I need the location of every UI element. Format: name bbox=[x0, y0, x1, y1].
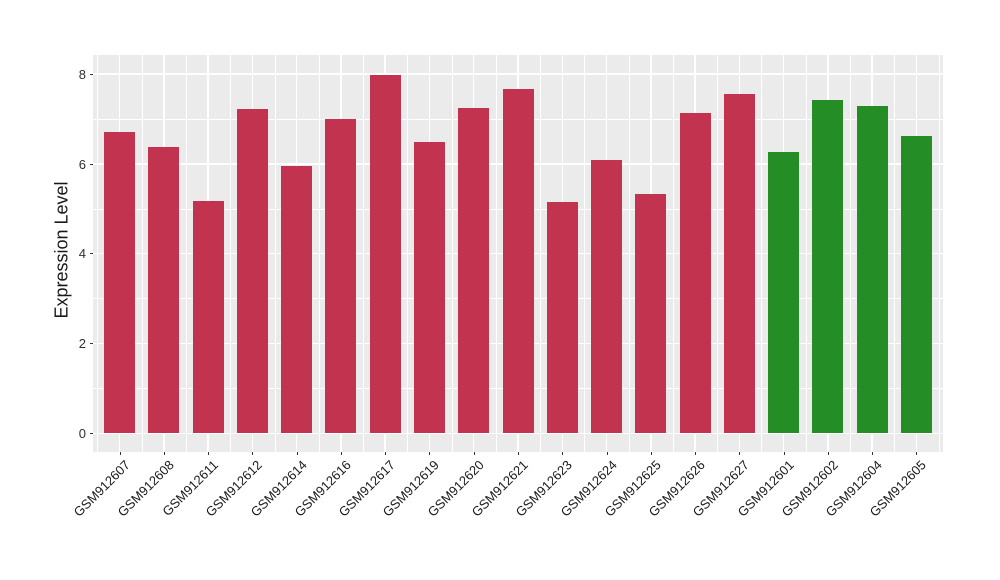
y-tick-label: 8 bbox=[78, 66, 86, 82]
x-axis-tick bbox=[429, 452, 431, 455]
bar-GSM912601 bbox=[768, 152, 800, 433]
y-axis-tick bbox=[90, 433, 93, 434]
x-axis-tick bbox=[606, 452, 608, 455]
plot-panel bbox=[93, 55, 943, 452]
x-axis-tick bbox=[518, 452, 519, 455]
x-axis-tick bbox=[916, 452, 918, 455]
y-axis-tick bbox=[90, 163, 93, 165]
y-tick-label: 2 bbox=[78, 336, 86, 352]
y-tick-label: 6 bbox=[78, 156, 86, 172]
y-axis-tick bbox=[90, 343, 93, 345]
bar-GSM912612 bbox=[236, 109, 268, 433]
y-tick-label: 0 bbox=[78, 426, 86, 441]
x-axis-tick bbox=[739, 452, 741, 455]
bar-GSM912614 bbox=[281, 165, 313, 433]
bar-GSM912602 bbox=[812, 99, 844, 433]
x-axis-tick bbox=[827, 452, 829, 455]
bar-GSM912624 bbox=[591, 159, 623, 433]
y-tick-label: 4 bbox=[78, 246, 86, 262]
x-axis-tick bbox=[340, 452, 342, 455]
bar-GSM912611 bbox=[192, 201, 224, 433]
x-axis-tick bbox=[296, 452, 298, 455]
x-axis-tick bbox=[473, 452, 475, 455]
x-axis-tick bbox=[252, 452, 254, 455]
x-axis-tick bbox=[208, 452, 210, 455]
x-axis-tick bbox=[119, 452, 121, 455]
bar-GSM912605 bbox=[900, 135, 932, 433]
bar-GSM912626 bbox=[679, 112, 711, 433]
bar-GSM912608 bbox=[148, 146, 180, 433]
x-axis-tick bbox=[163, 452, 165, 455]
bar-GSM912607 bbox=[104, 131, 136, 433]
x-axis-tick bbox=[385, 452, 387, 455]
bar-GSM912621 bbox=[502, 89, 534, 433]
bar-GSM912625 bbox=[635, 193, 667, 433]
y-axis-tick bbox=[90, 253, 93, 255]
x-axis-tick bbox=[872, 452, 874, 455]
y-axis-tick bbox=[90, 73, 93, 75]
bar-GSM912617 bbox=[369, 75, 401, 433]
bar-GSM912619 bbox=[413, 141, 445, 433]
bar-GSM912616 bbox=[325, 118, 357, 433]
bar-GSM912604 bbox=[856, 105, 888, 433]
x-axis-tick bbox=[783, 452, 785, 455]
x-axis-tick bbox=[695, 452, 697, 455]
bar-GSM912620 bbox=[458, 107, 490, 433]
bar-GSM912623 bbox=[546, 202, 578, 433]
x-axis-tick bbox=[562, 452, 564, 455]
x-axis-tick bbox=[650, 452, 652, 455]
bar-GSM912627 bbox=[723, 94, 755, 433]
